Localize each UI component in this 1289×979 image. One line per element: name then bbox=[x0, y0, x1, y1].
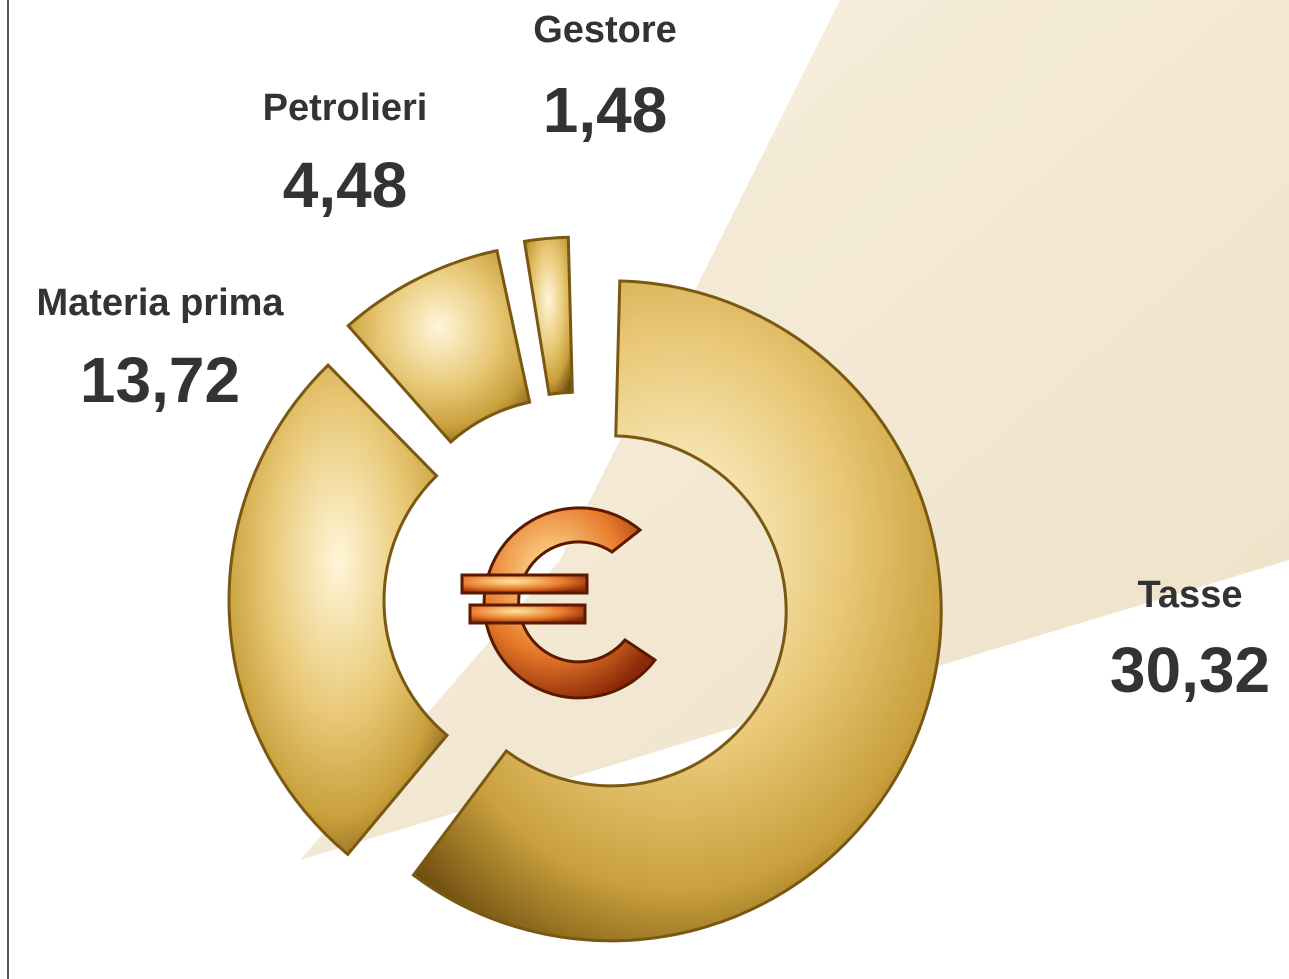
value-label: 1,48 bbox=[543, 74, 668, 146]
category-label: Gestore bbox=[533, 9, 677, 51]
value-label: 30,32 bbox=[1110, 634, 1270, 706]
value-label: 13,72 bbox=[80, 344, 240, 416]
category-label: Materia prima bbox=[36, 282, 284, 324]
donut-segment bbox=[522, 235, 574, 397]
donut-segment bbox=[227, 362, 450, 857]
value-label: 4,48 bbox=[283, 149, 408, 221]
category-label: Petrolieri bbox=[263, 87, 428, 129]
euro-icon bbox=[460, 506, 658, 700]
donut-segment bbox=[411, 279, 943, 943]
donut-segment bbox=[346, 248, 532, 445]
category-label: Tasse bbox=[1138, 574, 1243, 616]
